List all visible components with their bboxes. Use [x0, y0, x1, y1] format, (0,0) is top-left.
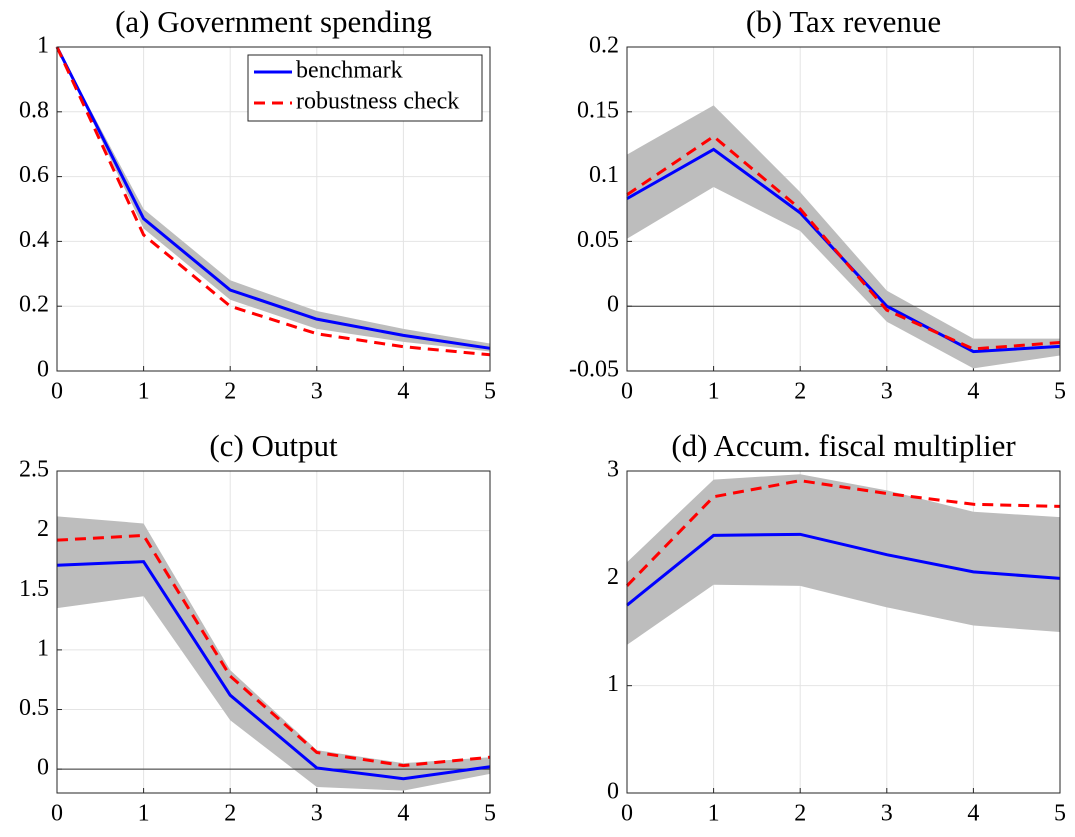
y-tick-label: 0.4	[19, 227, 49, 253]
confidence-band	[627, 474, 1060, 645]
x-tick-label: 5	[484, 379, 496, 405]
chart-title: (c) Output	[209, 428, 338, 463]
series-line	[625, 479, 1061, 587]
plot-frame	[56, 46, 491, 372]
y-tick-label: 0.6	[19, 162, 49, 188]
x-tick-label: 2	[794, 379, 806, 405]
y-tick-label: 0	[607, 779, 619, 805]
y-tick-label: 0.1	[589, 162, 619, 188]
y-tick-label: 2.5	[19, 457, 49, 483]
y-tick-label: 0	[607, 292, 619, 318]
legend-label: robustness check	[296, 89, 459, 115]
x-tick-label: 4	[397, 379, 409, 405]
series-line	[56, 533, 491, 768]
legend-label: benchmark	[296, 58, 403, 84]
chart-title: (b) Tax revenue	[746, 4, 941, 39]
x-tick-label: 0	[51, 379, 63, 405]
chart-title: (d) Accum. fiscal multiplier	[671, 428, 1016, 463]
y-tick-label: 3	[607, 457, 619, 483]
confidence-band	[57, 516, 490, 791]
y-tick-label: 0.2	[19, 292, 49, 318]
y-tick-label: 0.5	[19, 695, 49, 721]
x-tick-label: 1	[708, 801, 720, 827]
x-tick-label: 3	[881, 801, 893, 827]
x-tick-label: 3	[881, 379, 893, 405]
x-tick-label: 2	[224, 379, 236, 405]
y-tick-label: 2	[37, 516, 49, 542]
x-tick-label: 3	[311, 379, 323, 405]
plot-frame	[626, 470, 1061, 794]
x-tick-label: 2	[794, 801, 806, 827]
series-line	[626, 134, 1061, 351]
y-tick-label: 0.2	[589, 33, 619, 59]
confidence-band	[627, 105, 1060, 369]
series-line	[626, 147, 1061, 354]
x-tick-label: 5	[484, 801, 496, 827]
x-tick-label: 3	[311, 801, 323, 827]
series-line	[626, 532, 1061, 607]
x-tick-label: 1	[138, 801, 150, 827]
series-line	[55, 46, 491, 350]
x-tick-label: 0	[621, 379, 633, 405]
x-tick-label: 0	[621, 801, 633, 827]
x-tick-label: 5	[1054, 801, 1066, 827]
y-tick-label: 0.05	[577, 227, 619, 253]
y-tick-label: 1	[37, 635, 49, 661]
plot-frame	[626, 46, 1061, 372]
series-line	[56, 560, 491, 781]
y-tick-label: 1	[37, 33, 49, 59]
y-tick-label: 0.8	[19, 97, 49, 123]
y-tick-label: 0	[37, 357, 49, 383]
x-tick-label: 4	[397, 801, 409, 827]
x-tick-label: 0	[51, 801, 63, 827]
series-line	[55, 46, 491, 357]
y-tick-label: -0.05	[569, 357, 619, 383]
y-tick-label: 0.15	[577, 97, 619, 123]
y-tick-label: 0	[37, 755, 49, 781]
x-tick-label: 1	[138, 379, 150, 405]
legend-box	[247, 54, 483, 122]
y-tick-label: 1.5	[19, 576, 49, 602]
chart-title: (a) Government spending	[115, 4, 432, 39]
x-tick-label: 1	[708, 379, 720, 405]
y-tick-label: 2	[607, 564, 619, 590]
x-tick-label: 4	[967, 379, 979, 405]
x-tick-label: 2	[224, 801, 236, 827]
x-tick-label: 4	[967, 801, 979, 827]
y-tick-label: 1	[607, 671, 619, 697]
x-tick-label: 5	[1054, 379, 1066, 405]
plot-frame	[56, 470, 491, 794]
